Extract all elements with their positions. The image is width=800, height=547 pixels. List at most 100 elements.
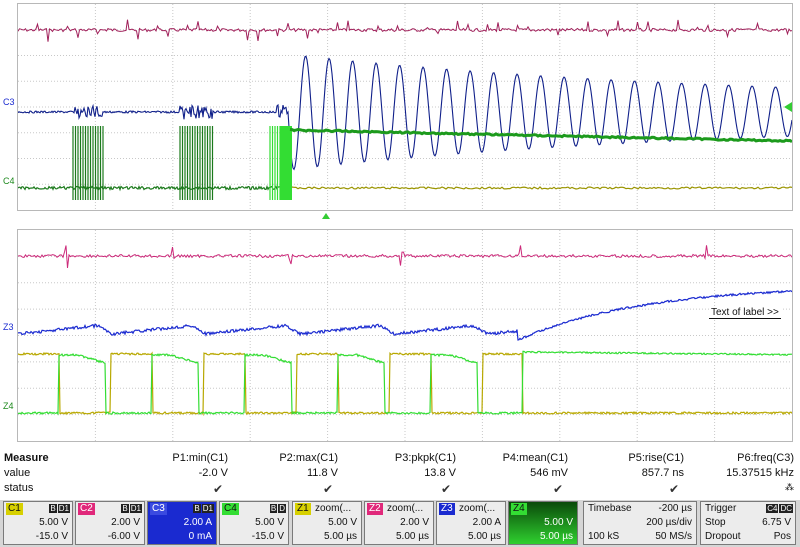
p3-name[interactable]: P3:pkpk(C1) [394, 452, 456, 464]
timebase-rate: 50 MS/s [655, 531, 692, 542]
z4-tdiv: 5.00 µs [539, 531, 573, 542]
p5-status-check-icon: ✔ [668, 482, 679, 496]
timebase-samples: 100 kS [588, 531, 620, 542]
c1-bw-badge: B [49, 504, 57, 513]
c3-descriptor[interactable]: C3 B D1 2.00 A 0 mA [147, 501, 217, 545]
p1-value: -2.0 V [198, 467, 228, 479]
z4-descriptor[interactable]: Z4 5.00 V 5.00 µs [508, 501, 578, 545]
zoom-grid[interactable] [17, 229, 793, 442]
c2-label: C2 [78, 503, 95, 515]
c2-offset: -6.00 V [107, 531, 140, 542]
p6-name[interactable]: P6:freq(C3) [737, 452, 794, 464]
c1-coupling-badge: D1 [57, 504, 70, 513]
c3-label: C3 [150, 503, 167, 515]
p1-status-check-icon: ✔ [212, 482, 223, 496]
p3-status-check-icon: ✔ [440, 482, 451, 496]
p6-value: 15.37515 kHz [726, 467, 794, 479]
status-row-label: status [4, 482, 34, 494]
trace-label[interactable]: Text of label >> [709, 307, 781, 319]
z2-label: Z2 [367, 503, 383, 515]
trigger-source-badge: C4 [766, 504, 779, 513]
trigger-descriptor[interactable]: Trigger C4 DC Stop 6.75 V Dropout Pos [700, 501, 796, 545]
z3-descriptor[interactable]: Z3 zoom(... 2.00 A 5.00 µs [436, 501, 506, 545]
z4-offset-marker[interactable]: Z4 [3, 401, 14, 411]
c4-label: C4 [222, 503, 239, 515]
p2-status-check-icon: ✔ [322, 482, 333, 496]
top-c2-trace [18, 19, 792, 42]
top-c3-trace [18, 55, 792, 171]
trigger-title: Trigger [705, 503, 737, 514]
z3-tdiv: 5.00 µs [467, 531, 501, 542]
c3-bw-badge: B [193, 504, 201, 513]
c2-bw-badge: B [121, 504, 129, 513]
c3-coupling-badge: D1 [201, 504, 214, 513]
zoom-z2-trace [18, 245, 792, 269]
top-c1-trace [287, 186, 792, 190]
z3-offset-marker[interactable]: Z3 [3, 322, 14, 332]
z1-vdiv: 5.00 V [328, 517, 357, 528]
measure-heading: Measure [4, 452, 49, 464]
z3-title: zoom(... [459, 503, 496, 514]
top-c4-decay-trace [289, 127, 792, 143]
zoom-graticule [18, 230, 792, 441]
z2-descriptor[interactable]: Z2 zoom(... 2.00 V 5.00 µs [364, 501, 434, 545]
zoom-z1-trace [18, 351, 792, 417]
c4-offset-marker[interactable]: C4 [3, 176, 15, 186]
timebase-title: Timebase [588, 503, 632, 514]
z4-vdiv: 5.00 V [544, 517, 573, 528]
c4-offset: -15.0 V [251, 531, 284, 542]
z1-tdiv: 5.00 µs [323, 531, 357, 542]
p3-value: 13.8 V [424, 467, 456, 479]
trigger-mode: Stop [705, 517, 726, 528]
trigger-coupling-badge: DC [779, 504, 793, 513]
z2-title: zoom(... [387, 503, 424, 514]
trigger-type: Dropout [705, 531, 741, 542]
acquisition-traces [18, 4, 792, 210]
timebase-delay: -200 µs [658, 503, 692, 514]
p2-value: 11.8 V [307, 467, 338, 479]
p4-status-check-icon: ✔ [552, 482, 563, 496]
measure-table: Measure P1:min(C1) P2:max(C1) P3:pkpk(C1… [0, 450, 800, 498]
timebase-descriptor[interactable]: Timebase -200 µs 200 µs/div 100 kS 50 MS… [583, 501, 697, 545]
z4-label: Z4 [511, 503, 527, 515]
p2-name[interactable]: P2:max(C1) [279, 452, 338, 464]
c3-offset: 0 mA [188, 531, 212, 542]
c2-coupling-badge: D1 [129, 504, 142, 513]
trigger-position-marker[interactable] [322, 213, 330, 219]
top-right-arrow [784, 102, 792, 112]
trigger-slope: Pos [773, 531, 791, 542]
zoom-traces [18, 230, 792, 441]
z1-descriptor[interactable]: Z1 zoom(... 5.00 V 5.00 µs [292, 501, 362, 545]
c4-bw-badge: B [269, 504, 278, 513]
p4-value: 546 mV [530, 467, 568, 479]
top-c4-baseline [18, 184, 289, 192]
c2-vdiv: 2.00 V [111, 517, 140, 528]
trigger-level: 6.75 V [762, 517, 791, 528]
c3-offset-marker[interactable]: C3 [3, 97, 15, 107]
acquisition-grid[interactable] [17, 3, 793, 211]
p1-name[interactable]: P1:min(C1) [172, 452, 228, 464]
c2-descriptor[interactable]: C2 B D1 2.00 V -6.00 V [75, 501, 145, 545]
c1-offset: -15.0 V [35, 531, 68, 542]
c4-coupling-badge: D [278, 504, 286, 513]
z1-label: Z1 [295, 503, 311, 515]
p5-value: 857.7 ns [641, 467, 684, 479]
z3-adiv: 2.00 A [472, 517, 501, 528]
c1-vdiv: 5.00 V [39, 517, 68, 528]
p5-name[interactable]: P5:rise(C1) [628, 452, 684, 464]
c1-label: C1 [6, 503, 23, 515]
timebase-div: 200 µs/div [646, 517, 692, 528]
z2-vdiv: 2.00 V [400, 517, 429, 528]
c3-adiv: 2.00 A [183, 517, 212, 528]
p4-name[interactable]: P4:mean(C1) [502, 452, 568, 464]
z2-tdiv: 5.00 µs [395, 531, 429, 542]
zoom-z3-trace [18, 289, 792, 341]
descriptor-bar: C1 B D1 5.00 V -15.0 V C2 B D1 2.00 V -6.0… [0, 500, 800, 547]
top-c4-burst-fill [280, 126, 292, 200]
z1-title: zoom(... [315, 503, 352, 514]
c1-descriptor[interactable]: C1 B D1 5.00 V -15.0 V [3, 501, 73, 545]
zoom-z4-trace [18, 350, 792, 416]
value-row-label: value [4, 467, 31, 479]
z3-label: Z3 [439, 503, 455, 515]
